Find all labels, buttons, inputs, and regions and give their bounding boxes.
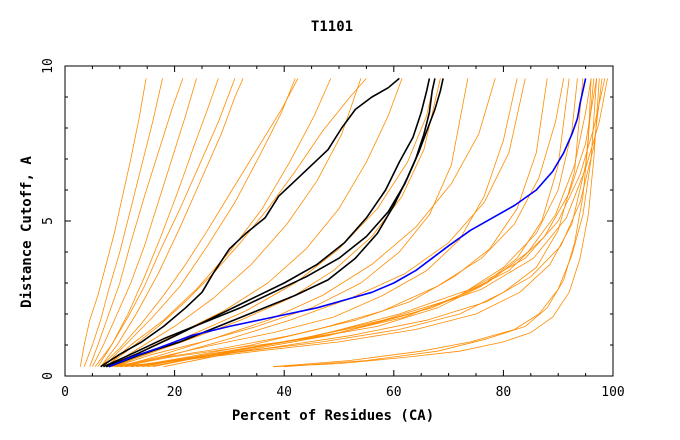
background-series-line-13	[117, 78, 548, 368]
chart-title: T1101	[311, 19, 353, 35]
x-tick-label: 0	[61, 385, 69, 400]
highlight-series-line-34	[103, 78, 436, 368]
x-tick-label: 60	[386, 385, 402, 400]
background-series-line-31	[100, 78, 299, 367]
background-series-line-32	[94, 78, 236, 367]
background-series-line-18	[119, 78, 496, 368]
background-series-line-28	[273, 78, 597, 368]
background-series-line-8	[108, 78, 362, 368]
background-series-line-16	[125, 78, 595, 368]
y-tick-label: 5	[41, 217, 56, 225]
background-series-line-7	[105, 78, 332, 368]
x-tick-label: 40	[276, 385, 292, 400]
x-tick-label: 80	[496, 385, 512, 400]
x-tick-label: 100	[601, 385, 624, 400]
background-series-line-30	[105, 78, 367, 368]
background-series-line-12	[114, 78, 518, 368]
background-series-line-29	[284, 78, 592, 368]
background-series-line-15	[119, 78, 584, 368]
background-series-line-5	[100, 78, 244, 367]
plot-frame	[64, 65, 614, 377]
background-series-line-3	[92, 78, 197, 367]
axes: 0 20 40 60 80 100 0 5 10	[41, 58, 625, 400]
highlight-series-line-35	[105, 78, 431, 368]
background-series-line-10	[111, 78, 441, 368]
reference-series-line-37	[108, 78, 587, 368]
background-series-line-20	[125, 78, 526, 368]
y-tick-label: 0	[41, 372, 56, 380]
x-axis-label: Percent of Residues (CA)	[232, 408, 434, 424]
background-series-line-24	[147, 78, 597, 368]
highlight-series-line-33	[100, 77, 400, 368]
background-series-line-21	[130, 78, 565, 368]
background-series-line-1	[83, 78, 163, 367]
background-series-line-6	[103, 78, 296, 367]
y-axis-label: Distance Cutoff, A	[19, 156, 35, 308]
background-series-line-11	[114, 78, 469, 368]
background-series-line-14	[119, 78, 570, 368]
x-tick-label: 20	[167, 385, 183, 400]
background-series-line-0	[79, 78, 147, 367]
y-tick-label: 10	[41, 58, 56, 74]
background-series-line-2	[89, 78, 184, 367]
background-series-line-4	[97, 78, 219, 367]
plot-area	[79, 77, 608, 368]
background-series-line-27	[273, 78, 600, 368]
